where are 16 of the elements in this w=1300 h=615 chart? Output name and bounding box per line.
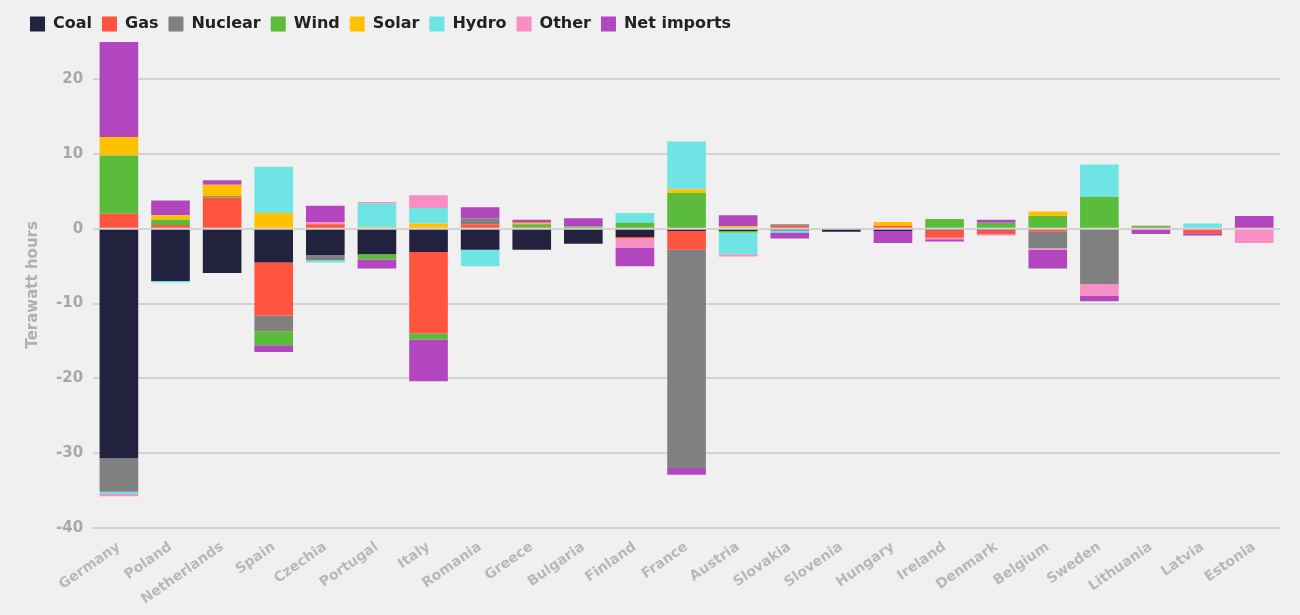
- y-tick-label: -20: [55, 368, 84, 387]
- y-tick-label: -10: [55, 293, 84, 312]
- legend-label: Gas: [125, 13, 159, 33]
- legend-label: Hydro: [452, 13, 507, 33]
- legend-label: Net imports: [623, 13, 732, 33]
- y-tick-label: -40: [55, 517, 84, 536]
- legend-label: Nuclear: [191, 13, 261, 33]
- y-tick-label: 10: [62, 143, 84, 162]
- y-axis-title: Terawatt hours: [22, 221, 41, 349]
- legend-label: Other: [539, 13, 592, 33]
- y-tick-label: 20: [62, 69, 84, 88]
- legend-label: Coal: [53, 13, 93, 33]
- legend-label: Solar: [372, 13, 420, 33]
- y-tick-label: 0: [72, 218, 84, 237]
- legend-label: Wind: [293, 13, 340, 33]
- y-tick-label: -30: [55, 442, 84, 461]
